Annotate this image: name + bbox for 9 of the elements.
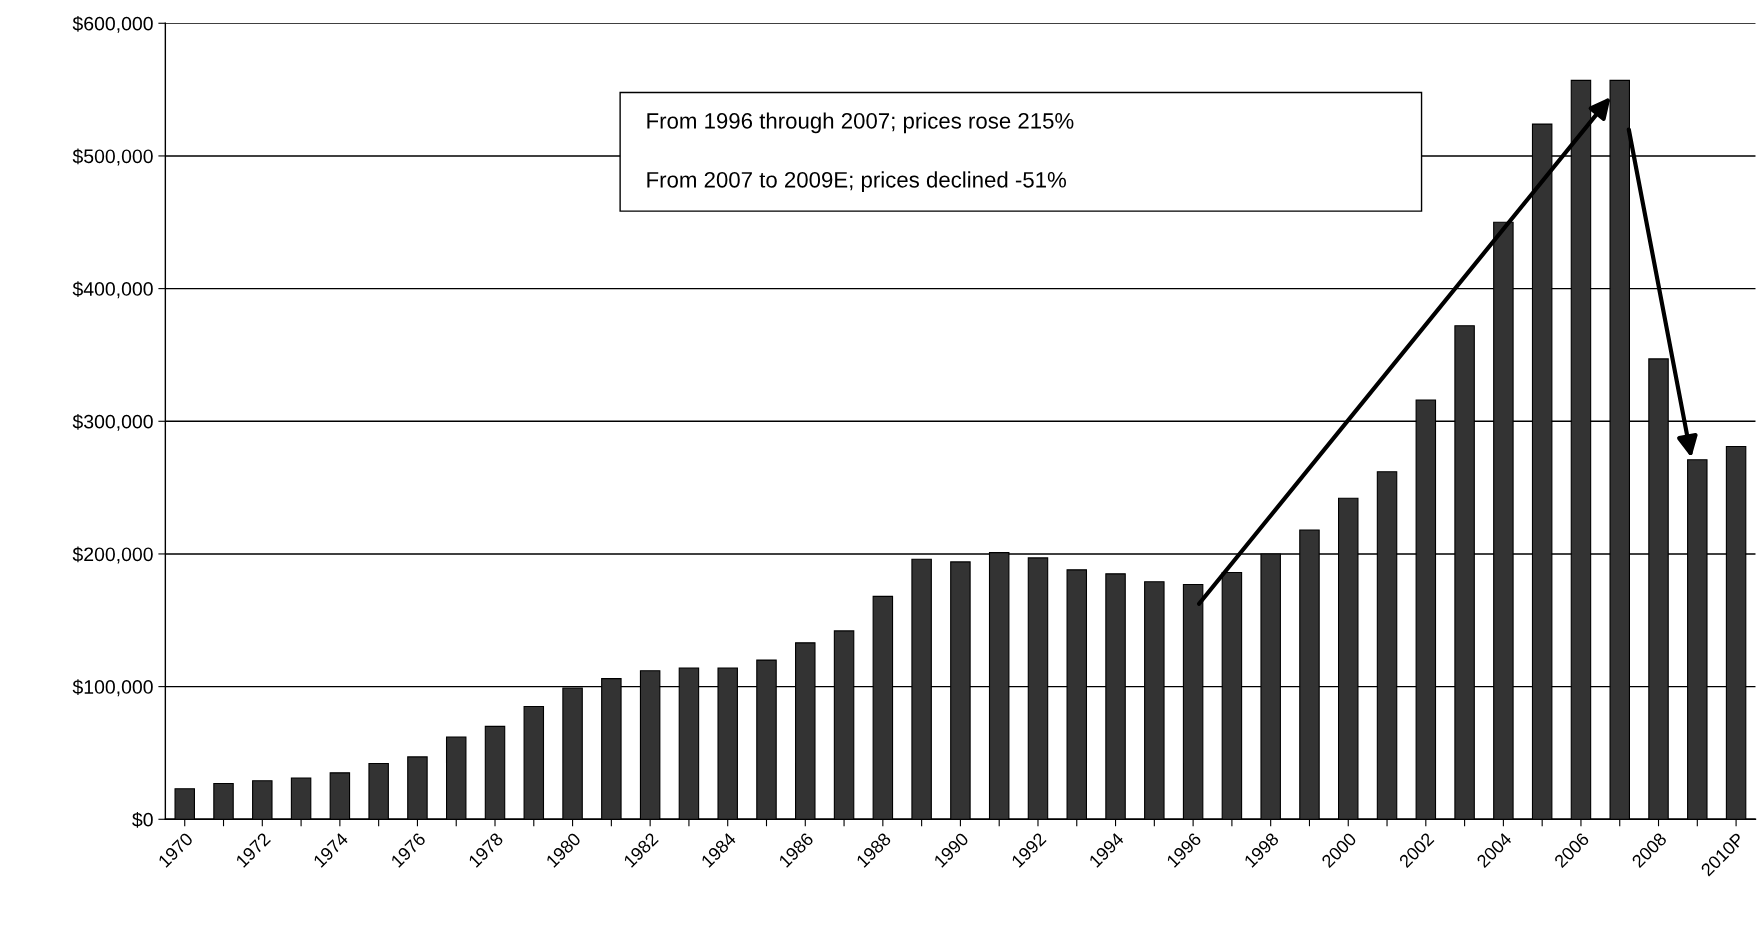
y-tick-label: $100,000	[72, 679, 153, 697]
y-tick-label: $300,000	[72, 413, 153, 431]
y-tick-label: $0	[132, 811, 153, 828]
annotation: From 1996 through 2007; prices rose 215%	[647, 112, 1074, 134]
y-tick-label: $400,000	[72, 281, 153, 299]
y-tick-label: $600,000	[72, 15, 153, 33]
y-tick-label: $200,000	[72, 546, 153, 564]
y-tick-label: $500,000	[72, 148, 153, 166]
annotation: From 2007 to 2009E; prices declined -51%	[647, 171, 1066, 193]
